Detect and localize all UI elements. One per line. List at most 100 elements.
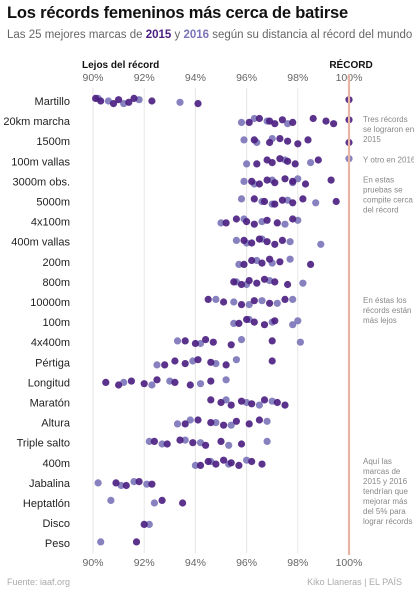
point-2015-martillo-3	[115, 96, 123, 104]
point-2015-100m-3	[260, 321, 269, 329]
point-2015-800m-5	[271, 278, 279, 286]
point-2016-1500m-0	[240, 136, 248, 144]
point-2016-10000m-3	[258, 297, 266, 305]
point-2015-100m-2	[250, 318, 258, 326]
point-2016-3000m-obs-0	[240, 177, 248, 185]
point-2015-400m-vallas-4	[271, 240, 279, 248]
annotation-4-line-5: del 5% para	[363, 507, 406, 516]
point-2016-martillo-4	[176, 98, 184, 106]
point-2015-3000m-obs-3	[271, 179, 279, 187]
annotation-4-line-6: lograr récords	[363, 517, 412, 526]
point-2015-1500m-1	[266, 138, 274, 147]
point-2016-4x100m-0	[217, 219, 225, 227]
annotations: Tres récords se lograron en 2015 Y otro en …	[363, 115, 414, 526]
point-2015-200m-4	[276, 258, 284, 266]
category-label-10000m: 10000m	[30, 297, 70, 309]
point-2016-triple-salto-5	[263, 437, 271, 445]
point-2016-jabalina-0	[94, 479, 102, 487]
category-label-100m: 100m	[42, 317, 70, 329]
point-2016-400m-vallas-4	[317, 240, 325, 248]
point-2015-longitud-7	[207, 377, 215, 385]
point-2015-100m-0	[235, 319, 243, 327]
point-2015-maraton-5	[260, 396, 269, 404]
point-2015-800m-2	[245, 277, 253, 285]
point-2015-4x400m-3	[209, 338, 217, 346]
point-2016-200m-3	[286, 255, 294, 263]
category-label-3000m-obs: 3000m obs.	[13, 176, 70, 188]
subtitle-text-after: según su distancia al récord del mundo	[209, 29, 413, 41]
point-2015-800m-4	[260, 275, 269, 283]
point-2016-10000m-0	[212, 295, 220, 303]
point-2015-3000m-obs-2	[263, 176, 271, 184]
category-label-400m-vallas: 400m vallas	[11, 237, 70, 249]
point-2015-5000m-4	[289, 199, 297, 207]
point-2015-jabalina-0	[112, 479, 120, 487]
point-2015-3000m-obs-5	[289, 177, 297, 185]
point-2016-200m-0	[235, 260, 243, 268]
x-tick-top-92: 92%	[134, 72, 155, 84]
point-2015-3000m-obs-1	[255, 180, 263, 188]
x-tick-top-90: 90%	[82, 72, 103, 84]
category-label-5000m: 5000m	[36, 197, 70, 209]
annotation-2: En estas pruebas se compite cerca del récor…	[363, 175, 413, 214]
point-2016-altura-0	[173, 420, 182, 428]
point-2015-maraton-2	[227, 401, 235, 409]
annotation-3-line-0: En éstas los	[363, 296, 407, 305]
point-2015-20km-marcha-5	[289, 118, 297, 126]
legend-2016: 2016	[183, 29, 210, 41]
annotation-3-line-1: récords están	[363, 306, 411, 315]
point-2015-1500m-5	[304, 136, 312, 144]
point-2015-maraton-6	[273, 398, 281, 407]
point-2015-400m-vallas-3	[263, 238, 271, 246]
point-2015-4x100m-0	[222, 219, 230, 227]
point-2016-20km-marcha-0	[237, 118, 246, 126]
point-2016-100m-vallas-0	[243, 160, 251, 168]
point-2015-martillo-5	[130, 94, 138, 102]
point-2016-400m-vallas-3	[286, 238, 294, 246]
point-2016-heptatlon-0	[107, 496, 115, 504]
point-2016-pertiga-3	[232, 356, 240, 364]
point-2015-20km-marcha-8	[330, 120, 338, 128]
point-2015-100m-4	[271, 317, 279, 325]
point-2015-longitud-3	[140, 380, 148, 388]
point-2015-triple-salto-0	[150, 437, 158, 445]
subtitle-text-before: Las 25 mejores marcas de	[7, 29, 146, 41]
point-2015-maraton-0	[207, 396, 215, 404]
annotation-0: Tres récords se lograron en 2015	[363, 115, 414, 144]
category-label-altura: Altura	[41, 418, 71, 430]
chart-subtitle: Las 25 mejores marcas de 2015 y 2016 seg…	[7, 29, 412, 41]
point-2016-400m-vallas-0	[232, 236, 240, 244]
point-2015-400m-5	[235, 461, 243, 469]
point-2015-1500m-4	[294, 140, 302, 148]
point-2015-400m-vallas-2	[255, 235, 263, 243]
point-2015-longitud-0	[102, 378, 110, 386]
point-2015-400m-vallas-1	[248, 239, 256, 247]
point-2016-peso-0	[97, 538, 105, 546]
subtitle-text-middle: y	[171, 29, 184, 41]
point-2015-triple-salto-6	[237, 440, 246, 448]
point-2015-pertiga-1	[171, 357, 179, 365]
x-tick-top-96: 96%	[236, 72, 257, 84]
point-2015-martillo-1	[97, 97, 105, 105]
annotation-2-line-3: del récord	[363, 205, 399, 214]
point-2015-100m-vallas-5	[291, 160, 299, 168]
category-label-100m-vallas: 100m vallas	[11, 156, 70, 168]
point-2015-5000m-3	[278, 196, 286, 204]
x-tick-bottom-98: 98%	[287, 557, 308, 569]
point-2015-heptatlon-0	[158, 496, 166, 504]
point-2015-martillo-6	[148, 97, 156, 105]
chart-title: Los récords femeninos más cerca de batir…	[7, 4, 349, 22]
point-2015-maraton-3	[237, 397, 246, 405]
axis-label-right: RÉCORD	[329, 58, 372, 71]
point-2016-altura-4	[263, 417, 271, 425]
point-2016-jabalina-3	[143, 480, 151, 488]
category-label-1500m: 1500m	[36, 136, 70, 148]
x-axis-bottom: 90% 92% 94% 96% 98% 100%	[82, 557, 362, 569]
category-label-peso: Peso	[45, 538, 70, 550]
point-2015-20km-marcha-6	[309, 114, 317, 123]
point-2016-800m-3	[299, 279, 307, 287]
point-2015-1500m-0	[250, 136, 258, 144]
point-2015-4x400m-2	[202, 336, 210, 344]
point-2015-800m-6	[284, 280, 292, 289]
